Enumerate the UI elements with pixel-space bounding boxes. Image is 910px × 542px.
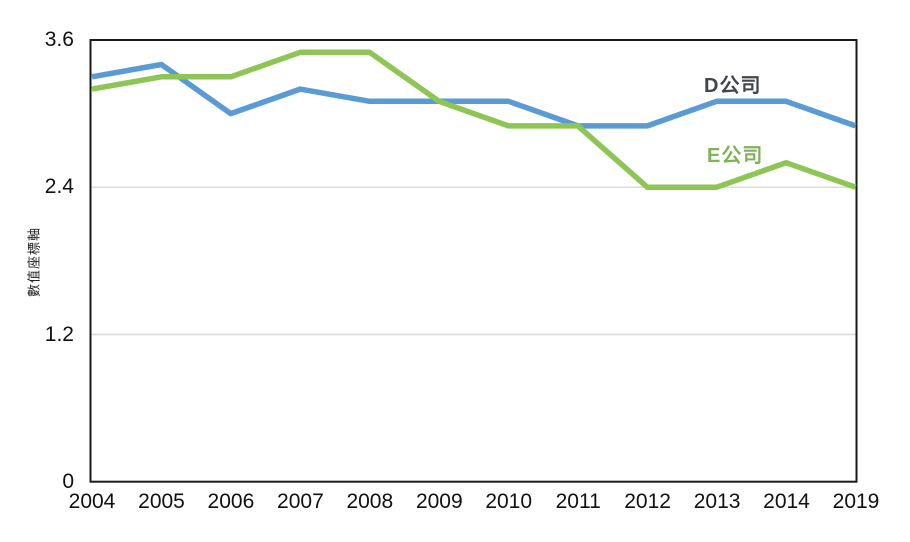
series-label-e: E公司 — [707, 145, 764, 167]
x-tick-label: 2005 — [138, 490, 185, 513]
x-tick-label: 2009 — [415, 490, 463, 513]
series-line-E公司 — [91, 49, 857, 190]
x-tick-label: 2007 — [277, 490, 324, 513]
plot-border — [89, 39, 858, 483]
x-tick-label: 2013 — [693, 490, 741, 513]
y-axis-title: 數值座標軸 — [26, 226, 42, 298]
x-tick-label: 2006 — [207, 490, 255, 513]
x-tick-label: 2019 — [832, 490, 880, 513]
x-tick-label: 2010 — [485, 490, 533, 513]
y-tick-label: 0 — [62, 469, 74, 493]
y-tick-label: 3.6 — [44, 28, 74, 51]
series-line-D公司 — [91, 61, 857, 129]
x-tick-label: 2014 — [763, 490, 810, 513]
x-tick-label: 2011 — [555, 490, 601, 513]
series-label-d: D公司 — [704, 75, 762, 97]
series-lines — [91, 49, 857, 190]
x-tick-label: 2012 — [624, 490, 671, 513]
x-tick-label: 2008 — [346, 490, 394, 513]
y-tick-label: 2.4 — [44, 175, 74, 198]
y-tick-label: 1.2 — [44, 322, 74, 346]
x-tick-label: 2004 — [68, 490, 116, 513]
